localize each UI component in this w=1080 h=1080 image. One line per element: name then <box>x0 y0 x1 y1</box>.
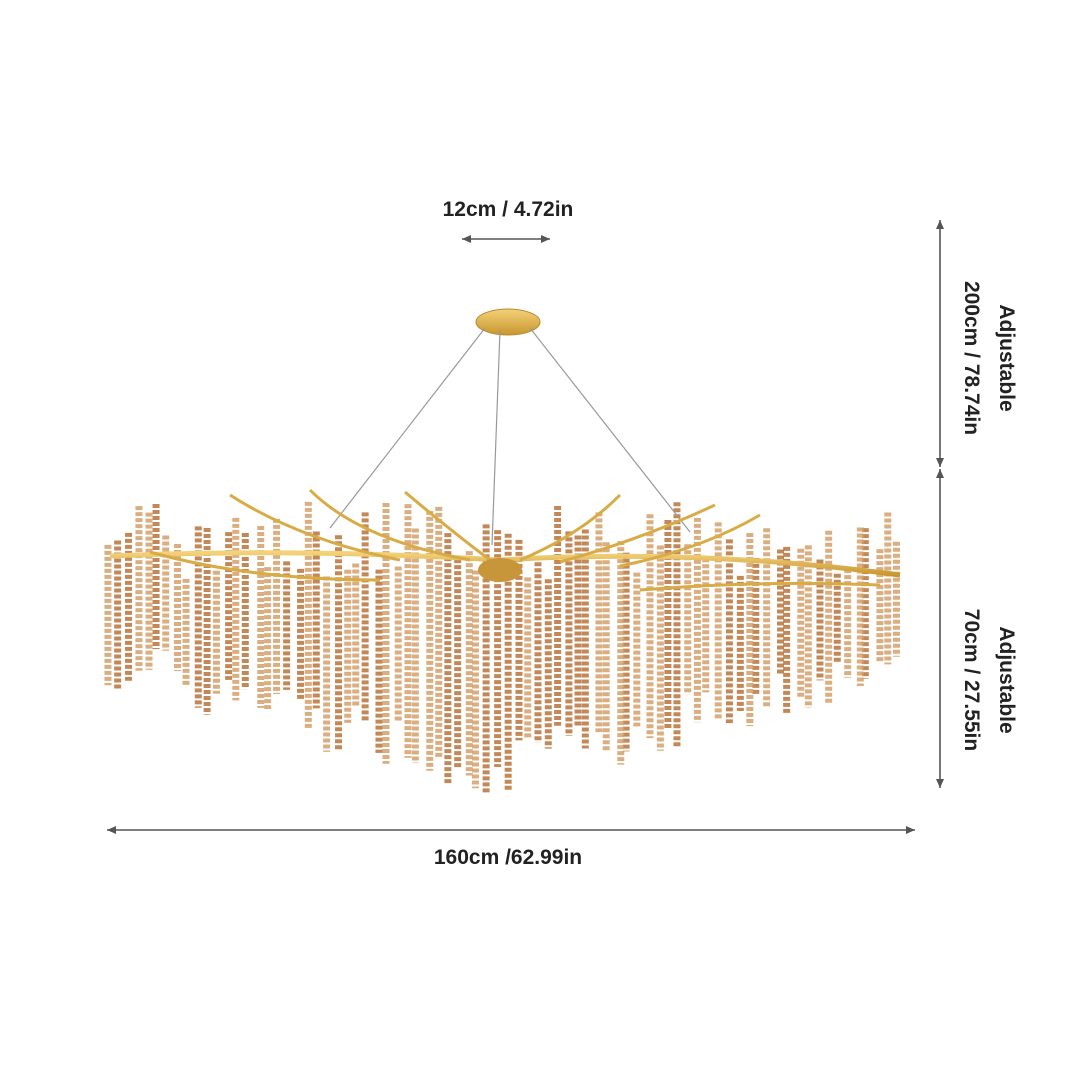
suspension-wire <box>529 327 691 533</box>
height-size: 70cm / 27.55in <box>960 609 983 751</box>
suspension-wire <box>329 327 486 529</box>
branches <box>149 488 881 592</box>
overall-width-label: 160cm /62.99in <box>434 846 582 869</box>
cable-size: 200cm / 78.74in <box>960 281 983 435</box>
top-width-label: 12cm / 4.72in <box>443 198 574 221</box>
cable-note: Adjustable <box>995 304 1018 411</box>
canopy <box>475 308 541 336</box>
chandelier <box>104 308 901 795</box>
center-hub <box>478 558 522 582</box>
height-note: Adjustable <box>995 626 1018 733</box>
suspension-wire <box>491 329 501 546</box>
